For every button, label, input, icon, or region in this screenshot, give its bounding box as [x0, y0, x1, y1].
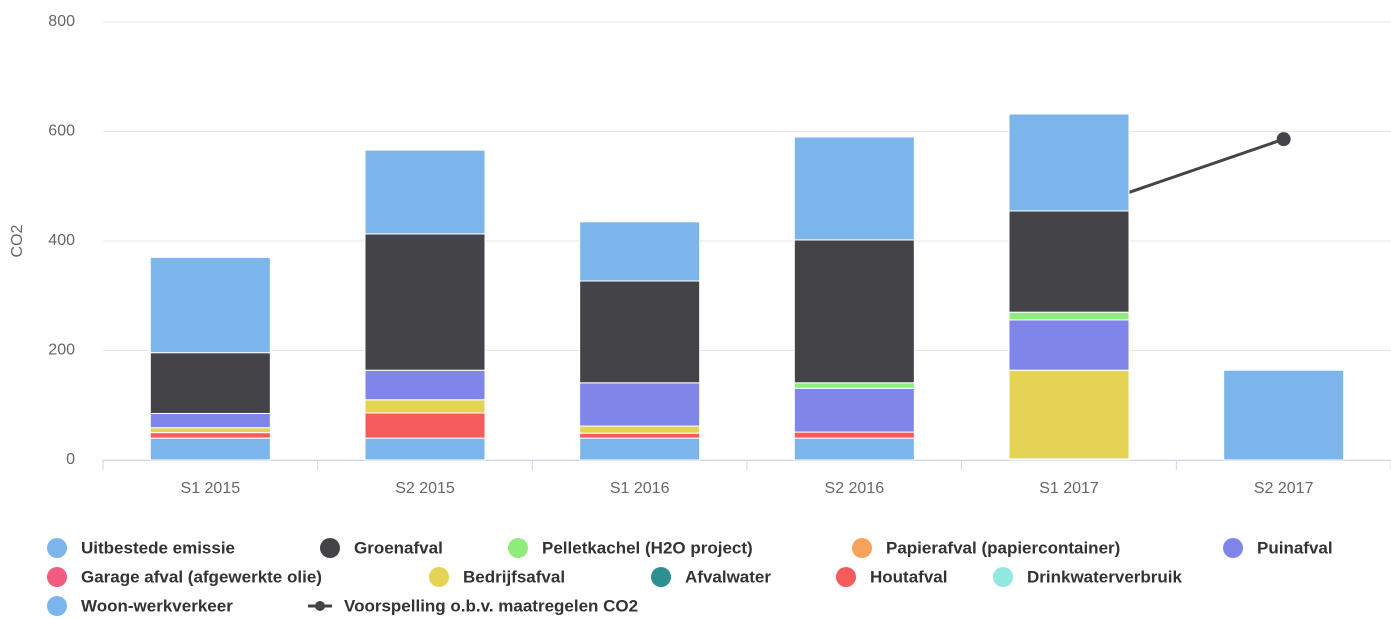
y-tick-label: 400	[48, 232, 75, 249]
legend-symbol	[836, 567, 856, 587]
legend: Uitbestede emissie Groenafval Pelletkachel…	[47, 538, 1333, 616]
legend-symbol	[315, 601, 325, 611]
legend-label[interactable]: Houtafval	[870, 567, 947, 586]
legend-label[interactable]: Voorspelling o.b.v. maatregelen CO2	[344, 596, 638, 615]
bar-segment	[579, 437, 701, 461]
bar-segment	[364, 437, 486, 461]
legend-label[interactable]: Pelletkachel (H2O project)	[542, 538, 753, 557]
legend-label[interactable]: Drinkwaterverbruik	[1027, 567, 1182, 586]
bar-segment	[149, 256, 271, 354]
y-tick-label: 600	[48, 123, 75, 140]
bar-segment	[1223, 369, 1345, 461]
legend-symbol	[508, 538, 528, 558]
bar-segment	[149, 427, 271, 434]
legend-symbol	[47, 596, 67, 616]
bar-segment	[364, 412, 486, 439]
bar-segment	[793, 387, 915, 433]
x-tick-label: S1 2015	[181, 480, 241, 497]
bar-segment	[1008, 311, 1130, 321]
bar-segment	[579, 425, 701, 434]
legend-symbol	[993, 567, 1013, 587]
bar-segment	[364, 369, 486, 401]
legend-symbol	[651, 567, 671, 587]
bar-segment	[364, 399, 486, 414]
bar-segment	[149, 412, 271, 429]
bar-segment	[793, 431, 915, 439]
legend-label[interactable]: Puinafval	[1257, 538, 1333, 557]
bar-segment	[149, 352, 271, 414]
bar-segment	[1008, 319, 1130, 371]
y-tick-label: 200	[48, 342, 75, 359]
bar-segment	[579, 382, 701, 427]
x-tick-label: S1 2016	[610, 480, 670, 497]
legend-label[interactable]: Garage afval (afgewerkte olie)	[81, 567, 322, 586]
bar-segment	[579, 432, 701, 439]
y-tick-label: 0	[66, 451, 75, 468]
legend-symbol	[47, 538, 67, 558]
bar-segment	[364, 233, 486, 371]
bar-segment	[149, 432, 271, 439]
bar-segment	[1008, 369, 1130, 460]
x-tick-label: S2 2015	[395, 480, 455, 497]
bar-segment	[579, 280, 701, 384]
legend-label[interactable]: Papierafval (papiercontainer)	[886, 538, 1120, 557]
bar-segment	[793, 239, 915, 384]
x-tick-label: S2 2017	[1254, 480, 1314, 497]
legend-symbol	[1223, 538, 1243, 558]
bar-segment	[793, 136, 915, 241]
x-tick-label: S1 2017	[1039, 480, 1099, 497]
legend-symbol	[429, 567, 449, 587]
bar-segment	[1008, 210, 1130, 313]
y-axis-title: CO2	[9, 224, 26, 257]
y-tick-label: 800	[48, 13, 75, 30]
bar-segment	[579, 221, 701, 282]
legend-symbol	[852, 538, 872, 558]
bar-segment	[149, 437, 271, 461]
bar-segment	[364, 149, 486, 235]
legend-label[interactable]: Afvalwater	[685, 567, 771, 586]
legend-symbol	[320, 538, 340, 558]
forecast-marker	[1276, 132, 1291, 147]
x-tick-label: S2 2016	[825, 480, 885, 497]
legend-label[interactable]: Bedrijfsafval	[463, 567, 565, 586]
bar-segment	[793, 382, 915, 389]
legend-label[interactable]: Groenafval	[354, 538, 443, 557]
bar-segment	[1008, 113, 1130, 212]
legend-symbol	[47, 567, 67, 587]
bar-segment	[793, 437, 915, 461]
legend-label[interactable]: Woon-werkverkeer	[81, 596, 233, 615]
legend-label[interactable]: Uitbestede emissie	[81, 538, 235, 557]
